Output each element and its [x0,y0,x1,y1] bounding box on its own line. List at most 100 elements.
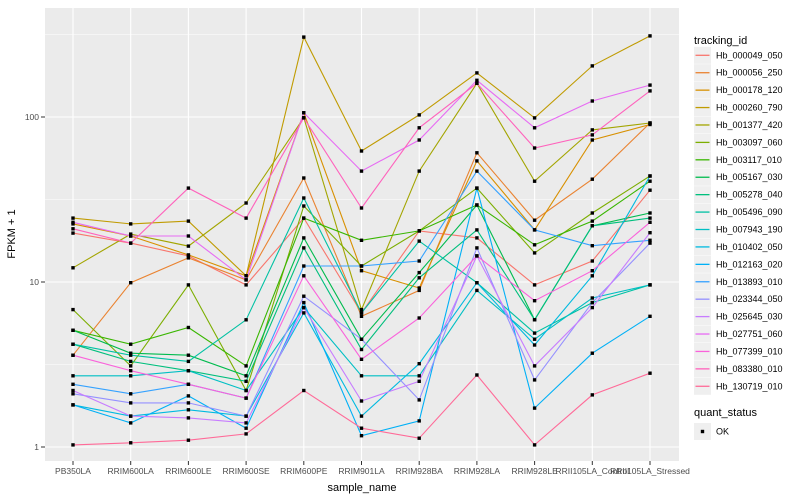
data-point-Hb_025645_030 [359,399,364,403]
legend-key-point [700,429,705,434]
legend-item-label: Hb_000056_250 [716,68,783,78]
data-point-Hb_012163_020 [302,300,306,305]
legend-item-label: OK [716,427,729,437]
data-point-Hb_023344_050 [359,337,364,341]
data-point-Hb_000260_790 [129,222,133,226]
legend-item-label: Hb_005167_030 [716,172,783,182]
x-tick-label-RRIM928LA: RRIM928LA [454,466,501,476]
legend-item-Hb_007943_190: Hb_007943_190 [694,221,783,238]
legend-item-quant-OK: OK [694,423,729,440]
data-point-Hb_001377_420 [590,128,594,132]
legend-item-Hb_130719_010: Hb_130719_010 [694,377,783,395]
legend-item-Hb_003097_060: Hb_003097_060 [694,133,783,151]
data-point-Hb_012163_020 [648,314,652,318]
data-point-Hb_130719_010 [302,388,306,393]
legend-item-label: Hb_007943_190 [716,225,783,235]
data-point-Hb_025645_030 [129,414,133,418]
data-point-Hb_005278_040 [590,224,594,228]
legend-title-quant-status: quant_status [694,407,757,419]
data-point-Hb_013893_010 [475,169,479,173]
data-point-Hb_000260_790 [648,34,652,38]
data-point-Hb_005496_090 [417,239,421,243]
data-point-Hb_013893_010 [359,264,364,268]
x-tick-label-RRIM600SE: RRIM600SE [222,466,270,476]
legend-item-label: Hb_027751_060 [716,329,783,339]
data-point-Hb_001377_420 [186,244,191,248]
x-tick-label-RRII105LA_Control: RRII105LA_Control [555,466,629,476]
data-point-Hb_012163_020 [186,394,191,398]
data-point-Hb_007943_190 [244,388,248,393]
data-point-Hb_027751_060 [417,138,421,142]
legend-item-Hb_013893_010: Hb_013893_010 [694,273,783,291]
axis-ticks [41,116,651,465]
data-point-Hb_005496_090 [302,196,306,200]
data-point-Hb_005167_030 [244,374,248,378]
data-point-Hb_083380_010 [244,216,248,220]
x-tick-label-RRIM928LE: RRIM928LE [511,466,558,476]
data-point-Hb_023344_050 [129,401,133,405]
legend-item-Hb_023344_050: Hb_023344_050 [694,290,783,308]
data-point-Hb_023344_050 [475,246,479,250]
data-point-Hb_025645_030 [532,364,537,368]
y-axis-title: FPKM + 1 [6,209,18,258]
legend-item-Hb_000178_120: Hb_000178_120 [694,81,783,99]
data-point-Hb_027751_060 [302,111,306,115]
data-point-Hb_000260_790 [244,274,248,278]
data-point-Hb_027751_060 [532,126,537,130]
data-point-Hb_003117_010 [359,238,364,242]
data-point-Hb_007943_190 [475,288,479,293]
x-tick-label-RRIM600PE: RRIM600PE [280,466,328,476]
legend-item-label: Hb_130719_010 [716,381,783,391]
legend-item-label: Hb_005496_090 [716,207,783,217]
data-point-Hb_003117_010 [590,219,594,223]
legend-item-Hb_012163_020: Hb_012163_020 [694,255,783,273]
data-point-Hb_005278_040 [475,228,479,232]
data-point-Hb_007943_190 [129,374,133,378]
data-point-Hb_000056_250 [186,256,191,260]
data-point-Hb_005278_040 [417,276,421,280]
data-point-Hb_025645_030 [302,305,306,310]
legend-item-label: Hb_010402_050 [716,242,783,252]
data-point-Hb_025645_030 [648,231,652,235]
data-point-Hb_000056_250 [302,176,306,180]
x-axis-title: sample_name [327,482,396,494]
data-point-Hb_003117_010 [129,342,133,346]
data-point-Hb_001377_420 [244,201,248,205]
data-point-Hb_012163_020 [359,434,364,438]
data-point-Hb_005496_090 [359,311,364,315]
data-point-Hb_083380_010 [359,206,364,210]
data-point-Hb_083380_010 [532,146,537,150]
data-point-Hb_010402_050 [302,311,306,315]
data-point-Hb_083380_010 [302,116,306,120]
data-point-Hb_000056_250 [590,177,594,181]
data-point-Hb_023344_050 [302,294,306,298]
data-point-Hb_000056_250 [359,314,364,318]
data-point-Hb_083380_010 [648,89,652,93]
data-point-Hb_007943_190 [590,296,594,300]
data-point-Hb_003097_060 [532,251,537,255]
legend-item-Hb_000260_790: Hb_000260_790 [694,99,783,117]
data-point-Hb_005496_090 [532,331,537,335]
data-point-Hb_005167_030 [302,236,306,240]
legend-item-label: Hb_023344_050 [716,294,783,304]
data-point-Hb_000260_790 [302,35,306,39]
data-point-Hb_083380_010 [417,126,421,130]
data-point-Hb_023344_050 [71,392,75,396]
data-point-Hb_000049_050 [532,283,537,287]
data-point-Hb_000260_790 [475,71,479,75]
data-point-Hb_023344_050 [648,241,652,245]
data-point-Hb_012163_020 [129,421,133,425]
data-point-Hb_130719_010 [186,438,191,442]
data-point-Hb_005167_030 [71,328,75,332]
data-point-Hb_000178_120 [590,138,594,142]
x-tick-label-RRIM928BA: RRIM928BA [396,466,444,476]
data-point-Hb_027751_060 [590,99,594,103]
data-point-Hb_025645_030 [590,305,594,310]
data-point-Hb_003097_060 [129,364,133,368]
data-point-Hb_130719_010 [590,393,594,397]
legend-item-label: Hb_000049_050 [716,50,783,60]
data-point-Hb_083380_010 [475,81,479,85]
data-point-Hb_012163_020 [244,426,248,430]
data-point-Hb_012163_020 [532,406,537,410]
data-point-Hb_005496_090 [186,359,191,364]
